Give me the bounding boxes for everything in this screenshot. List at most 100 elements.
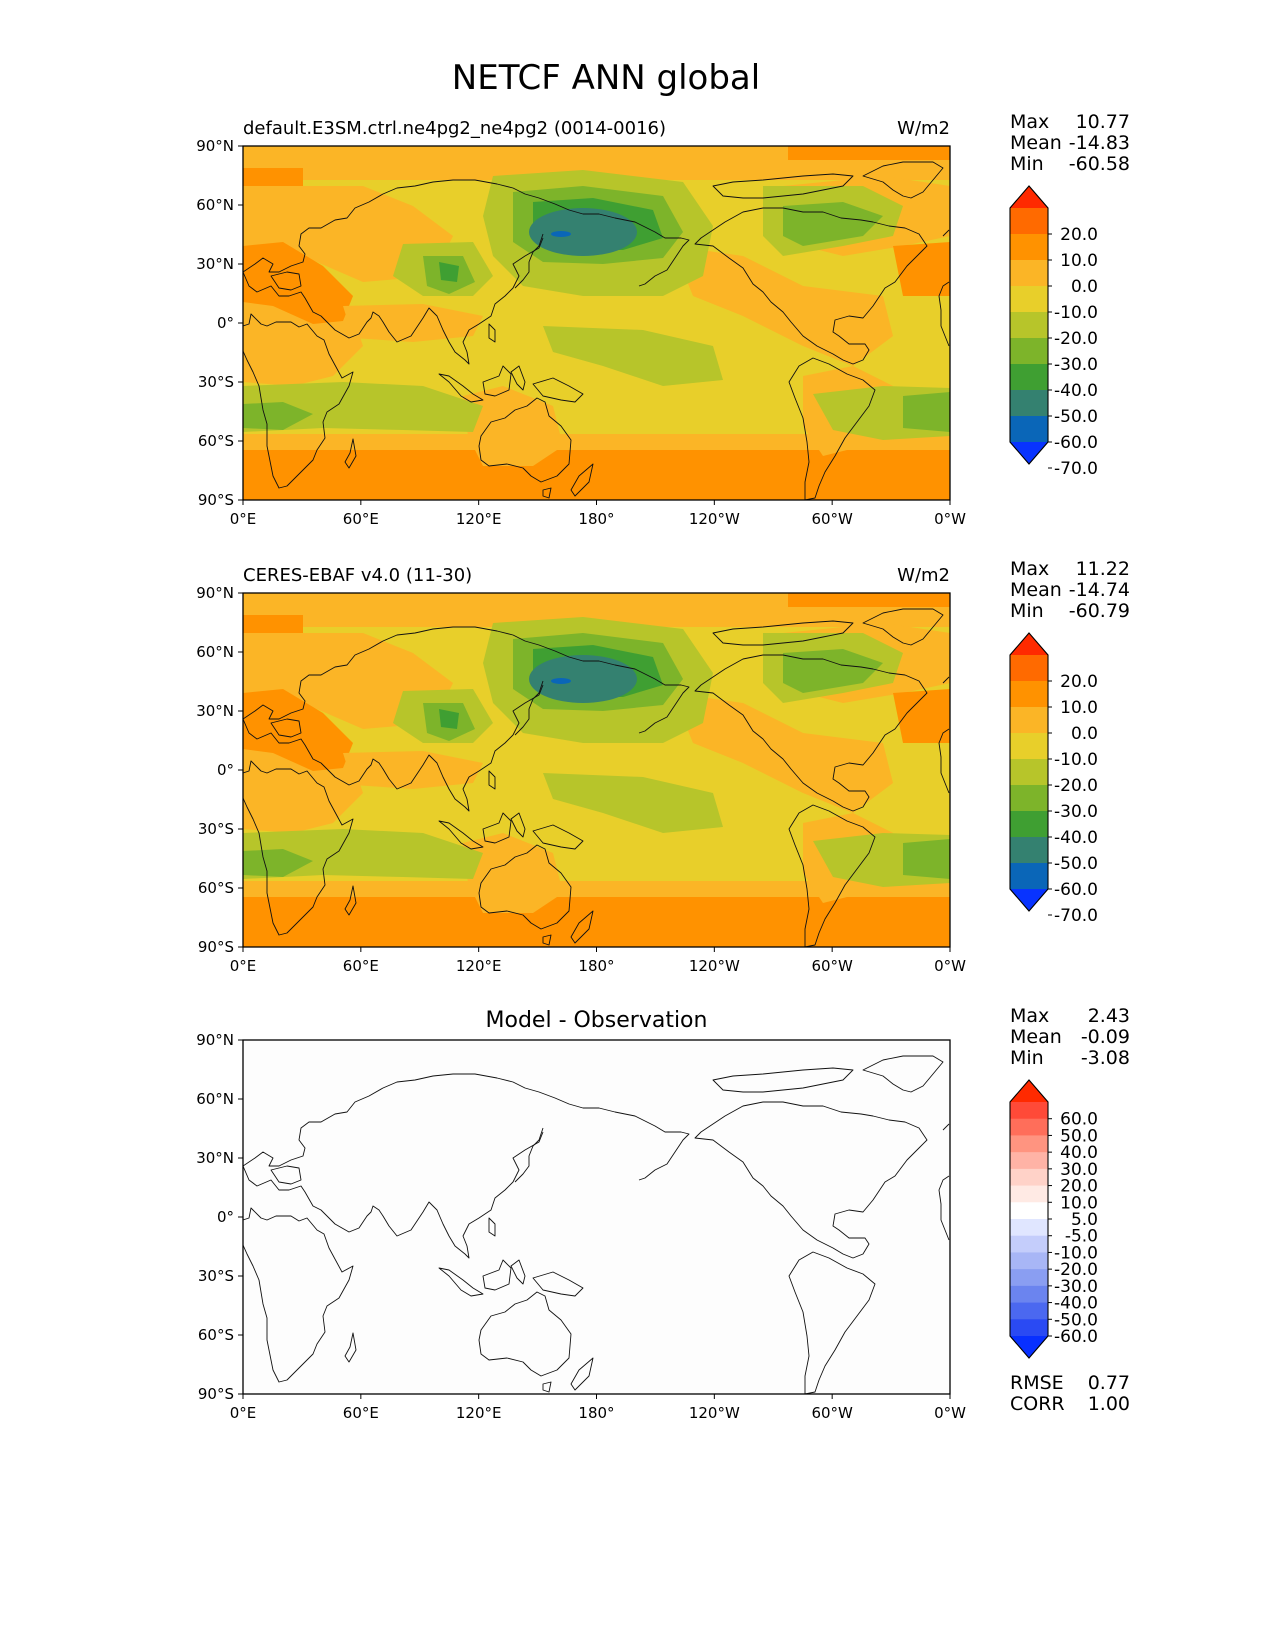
stat-value: -3.08 bbox=[1081, 1047, 1130, 1069]
field-region bbox=[788, 593, 950, 607]
stat-label: Min bbox=[1010, 1047, 1044, 1069]
colorbar-segment bbox=[1010, 733, 1048, 760]
colorbar-segment bbox=[1010, 1219, 1048, 1237]
colorbar-extend-max bbox=[1010, 1080, 1048, 1102]
y-tick-label: 90°S bbox=[198, 491, 234, 509]
field-region bbox=[243, 829, 483, 879]
colorbar-segment bbox=[1010, 1118, 1048, 1136]
y-tick-label: 30°S bbox=[198, 1267, 234, 1285]
panel-units: W/m2 bbox=[897, 565, 950, 586]
y-tick-label: 0° bbox=[217, 1208, 234, 1226]
field-region bbox=[783, 649, 883, 693]
colorbar-segment bbox=[1010, 837, 1048, 864]
colorbar-tick-label: 5.0 bbox=[1071, 1210, 1098, 1230]
x-tick-label: 180° bbox=[578, 957, 614, 975]
stat-value: -14.74 bbox=[1069, 579, 1130, 601]
colorbar-segment bbox=[1010, 1269, 1048, 1287]
y-tick-label: 30°S bbox=[198, 820, 234, 838]
stat-label: CORR bbox=[1010, 1393, 1065, 1415]
colorbar-segment bbox=[1010, 1135, 1048, 1153]
colorbar-tick-label: 10.0 bbox=[1060, 1193, 1098, 1213]
colorbar-tick-label: -70.0 bbox=[1054, 459, 1098, 479]
stat-value: 2.43 bbox=[1088, 1005, 1130, 1027]
y-tick-label: 0° bbox=[217, 314, 234, 332]
field-region bbox=[243, 881, 950, 897]
y-tick-label: 0° bbox=[217, 761, 234, 779]
x-tick-label: 120°W bbox=[689, 1404, 740, 1422]
field-region bbox=[903, 392, 950, 432]
colorbar-tick-label: -30.0 bbox=[1054, 355, 1098, 375]
field-region bbox=[673, 693, 893, 813]
x-tick-label: 0°E bbox=[230, 1404, 257, 1422]
colorbar-tick-label: -60.0 bbox=[1054, 1327, 1098, 1347]
y-tick-label: 30°N bbox=[196, 702, 234, 720]
colorbar-segment bbox=[1010, 390, 1048, 417]
field-ref bbox=[243, 593, 950, 947]
stat-value: 11.22 bbox=[1076, 558, 1130, 580]
field-region bbox=[243, 891, 950, 947]
x-tick-label: 0°E bbox=[230, 510, 257, 528]
y-tick-label: 60°S bbox=[198, 1326, 234, 1344]
colorbar-segment bbox=[1010, 208, 1048, 235]
colorbar-tick-label: 30.0 bbox=[1060, 1160, 1098, 1180]
colorbar-tick-label: -10.0 bbox=[1054, 303, 1098, 323]
stat-label: RMSE bbox=[1010, 1372, 1064, 1394]
field-region bbox=[543, 326, 723, 386]
colorbar-tick-label: -30.0 bbox=[1054, 802, 1098, 822]
colorbar-tick-label: -10.0 bbox=[1054, 750, 1098, 770]
field-region bbox=[788, 146, 950, 160]
colorbar-segment bbox=[1010, 1319, 1048, 1337]
colorbar-tick-label: -40.0 bbox=[1054, 381, 1098, 401]
x-tick-label: 120°E bbox=[456, 510, 502, 528]
y-tick-label: 30°N bbox=[196, 1149, 234, 1167]
stat-value: -0.09 bbox=[1081, 1026, 1130, 1048]
x-tick-label: 120°E bbox=[456, 1404, 502, 1422]
x-tick-label: 60°E bbox=[343, 1404, 379, 1422]
colorbar-segment bbox=[1010, 1285, 1048, 1303]
colorbar-tick-label: -20.0 bbox=[1054, 776, 1098, 796]
field-base bbox=[243, 1040, 950, 1394]
colorbar-segment bbox=[1010, 286, 1048, 313]
y-tick-label: 60°N bbox=[196, 643, 234, 661]
colorbar-tick-label: -40.0 bbox=[1054, 1294, 1098, 1314]
colorbar-segment bbox=[1010, 364, 1048, 391]
colorbar-segment bbox=[1010, 1185, 1048, 1203]
y-tick-label: 60°N bbox=[196, 196, 234, 214]
colorbar-segment bbox=[1010, 234, 1048, 261]
panel-units: W/m2 bbox=[897, 118, 950, 139]
field-region bbox=[529, 655, 637, 703]
field-region bbox=[343, 751, 483, 789]
map-test bbox=[242, 145, 951, 501]
colorbar-tick-label: -5.0 bbox=[1065, 1227, 1098, 1247]
field-region bbox=[673, 246, 893, 366]
map-diff bbox=[242, 1039, 951, 1395]
colorbar-extend-max bbox=[1010, 186, 1048, 208]
field-region bbox=[243, 434, 950, 450]
figure-title: NETCF ANN global bbox=[452, 58, 760, 98]
x-tick-label: 180° bbox=[578, 510, 614, 528]
x-tick-label: 60°W bbox=[811, 957, 853, 975]
colorbar-ref: 20.0 10.0 0.0 -10.0 -20.0 -30.0 -40.0 -50.0 -60.… bbox=[1009, 632, 1098, 926]
colorbar-segment bbox=[1010, 1168, 1048, 1186]
panel-left-title: default.E3SM.ctrl.ne4pg2_ne4pg2 (0014-00… bbox=[243, 118, 666, 139]
colorbar-tick-label: -50.0 bbox=[1054, 407, 1098, 427]
y-tick-label: 90°S bbox=[198, 938, 234, 956]
colorbar-test: 20.0 10.0 0.0 -10.0 -20.0 -30.0 -40.0 -50.0 -60.… bbox=[1009, 185, 1098, 479]
stat-label: Mean bbox=[1010, 132, 1062, 154]
stat-value: 10.77 bbox=[1076, 111, 1130, 133]
x-tick-label: 120°W bbox=[689, 957, 740, 975]
colorbar-extend-min bbox=[1010, 1336, 1048, 1358]
field-region bbox=[529, 208, 637, 256]
colorbar-extend-min bbox=[1010, 889, 1048, 911]
field-region bbox=[551, 678, 571, 684]
colorbar-segment bbox=[1010, 759, 1048, 786]
panel-left-title: CERES-EBAF v4.0 (11-30) bbox=[243, 565, 472, 586]
colorbar-segment bbox=[1010, 863, 1048, 890]
x-tick-label: 0°W bbox=[934, 1404, 966, 1422]
stat-value: 1.00 bbox=[1088, 1393, 1130, 1415]
colorbar-tick-label: -50.0 bbox=[1054, 854, 1098, 874]
colorbar-tick-label: 60.0 bbox=[1060, 1110, 1098, 1130]
stat-value: -60.58 bbox=[1069, 153, 1130, 175]
colorbar-extend-max bbox=[1010, 633, 1048, 655]
